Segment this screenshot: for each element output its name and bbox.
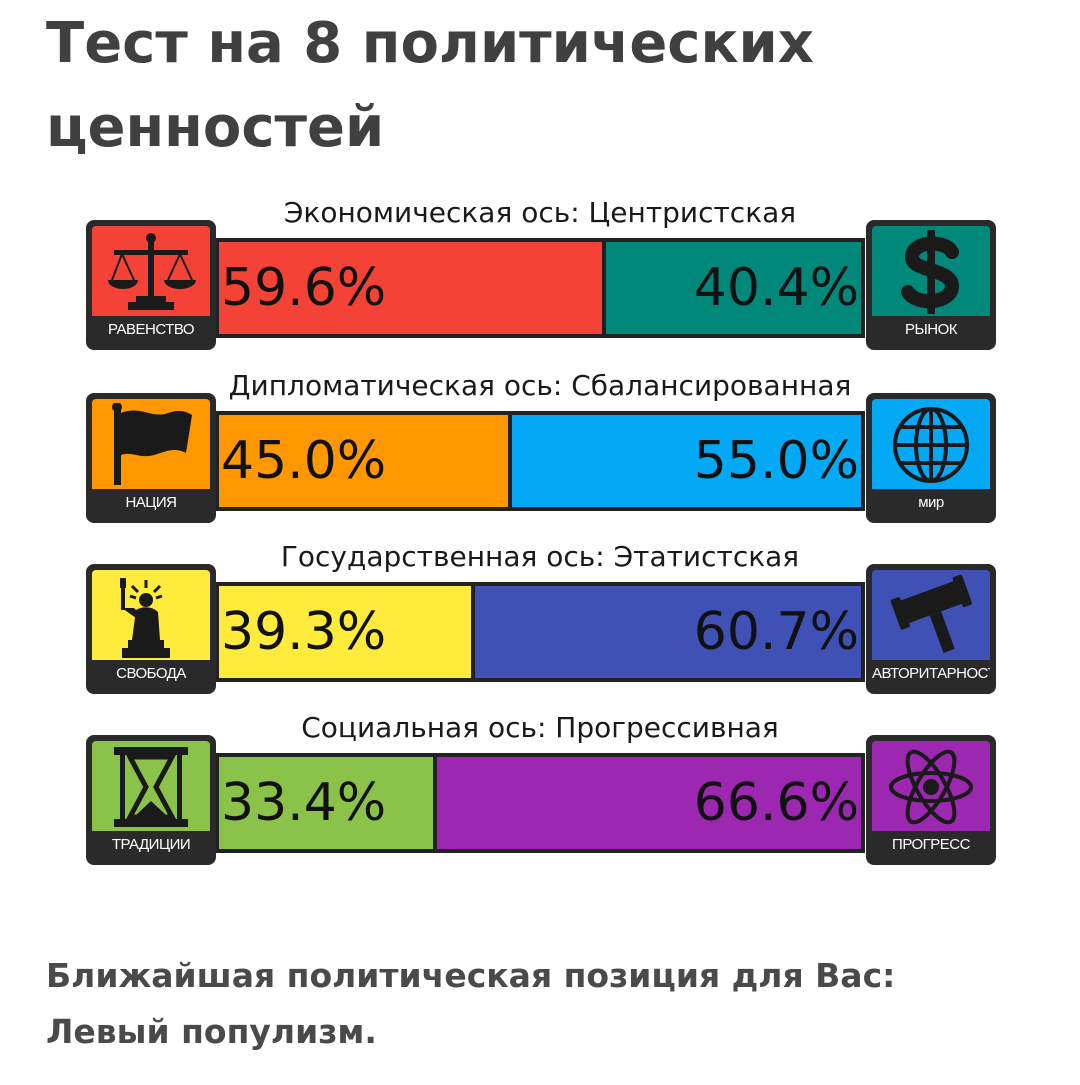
flag-emblem: НАЦИЯ xyxy=(86,393,216,523)
emblem-caption: НАЦИЯ xyxy=(125,494,177,511)
hourglass-emblem: ТРАДИЦИИ xyxy=(86,735,216,865)
axis-row: Экономическая ось: Центристская 59.6% 40.4… xyxy=(0,196,1080,356)
statue-of-liberty-icon xyxy=(120,578,170,658)
dollar-emblem: РЫНОК xyxy=(866,220,996,350)
axis-label: Государственная ось: Этатистская xyxy=(280,540,800,573)
statue-of-liberty-emblem: СВОБОДА xyxy=(86,564,216,694)
gavel-emblem: АВТОРИТАРНОСТЬ xyxy=(866,564,996,694)
bar-segment-right: 60.7% xyxy=(471,586,861,678)
gavel-icon xyxy=(890,574,972,654)
dollar-icon xyxy=(901,230,960,314)
result-label: Ближайшая политическая позиция для Вас: xyxy=(46,956,896,995)
emblem-caption: РАВЕНСТВО xyxy=(107,321,195,338)
emblem-caption: СВОБОДА xyxy=(116,665,186,682)
page-title: Тест на 8 политических ценностей xyxy=(46,11,814,160)
axis-row: Государственная ось: Этатистская 39.3% 60.… xyxy=(0,540,1080,700)
bar-segment-right: 55.0% xyxy=(508,415,861,507)
axis-label: Экономическая ось: Центристская xyxy=(283,196,797,229)
result-value: Левый популизм. xyxy=(46,1012,377,1051)
hourglass-icon xyxy=(114,747,188,827)
globe-emblem: мир xyxy=(866,393,996,523)
bar-segment-left: 33.4% xyxy=(219,757,433,849)
bar-segment-left: 39.3% xyxy=(219,586,471,678)
scales-icon xyxy=(108,233,196,310)
emblem-caption: АВТОРИТАРНОСТЬ xyxy=(872,665,990,682)
emblem-caption: РЫНОК xyxy=(904,321,958,338)
atom-emblem: ПРОГРЕСС xyxy=(866,735,996,865)
axis-bar: 33.4% 66.6% xyxy=(215,753,865,853)
result-block: Ближайшая политическая позиция для Вас: … xyxy=(46,948,1036,1060)
atom-icon xyxy=(889,749,973,825)
emblem-caption: мир xyxy=(918,494,944,511)
axis-bar: 59.6% 40.4% xyxy=(215,238,865,338)
bar-segment-right: 40.4% xyxy=(602,242,861,334)
axis-row: Дипломатическая ось: Сбалансированная 45.… xyxy=(0,369,1080,529)
bar-segment-left: 45.0% xyxy=(219,415,508,507)
globe-icon xyxy=(893,407,969,483)
axis-label: Дипломатическая ось: Сбалансированная xyxy=(228,369,852,402)
axis-bar: 39.3% 60.7% xyxy=(215,582,865,682)
axis-label: Социальная ось: Прогрессивная xyxy=(301,711,779,744)
axis-row: Социальная ось: Прогрессивная 33.4% 66.6% Т… xyxy=(0,711,1080,871)
emblem-caption: ТРАДИЦИИ xyxy=(111,836,191,853)
bar-segment-left: 59.6% xyxy=(219,242,602,334)
bar-segment-right: 66.6% xyxy=(433,757,861,849)
flag-icon xyxy=(112,403,192,485)
axis-bar: 45.0% 55.0% xyxy=(215,411,865,511)
emblem-caption: ПРОГРЕСС xyxy=(892,836,970,853)
scales-emblem: РАВЕНСТВО xyxy=(86,220,216,350)
